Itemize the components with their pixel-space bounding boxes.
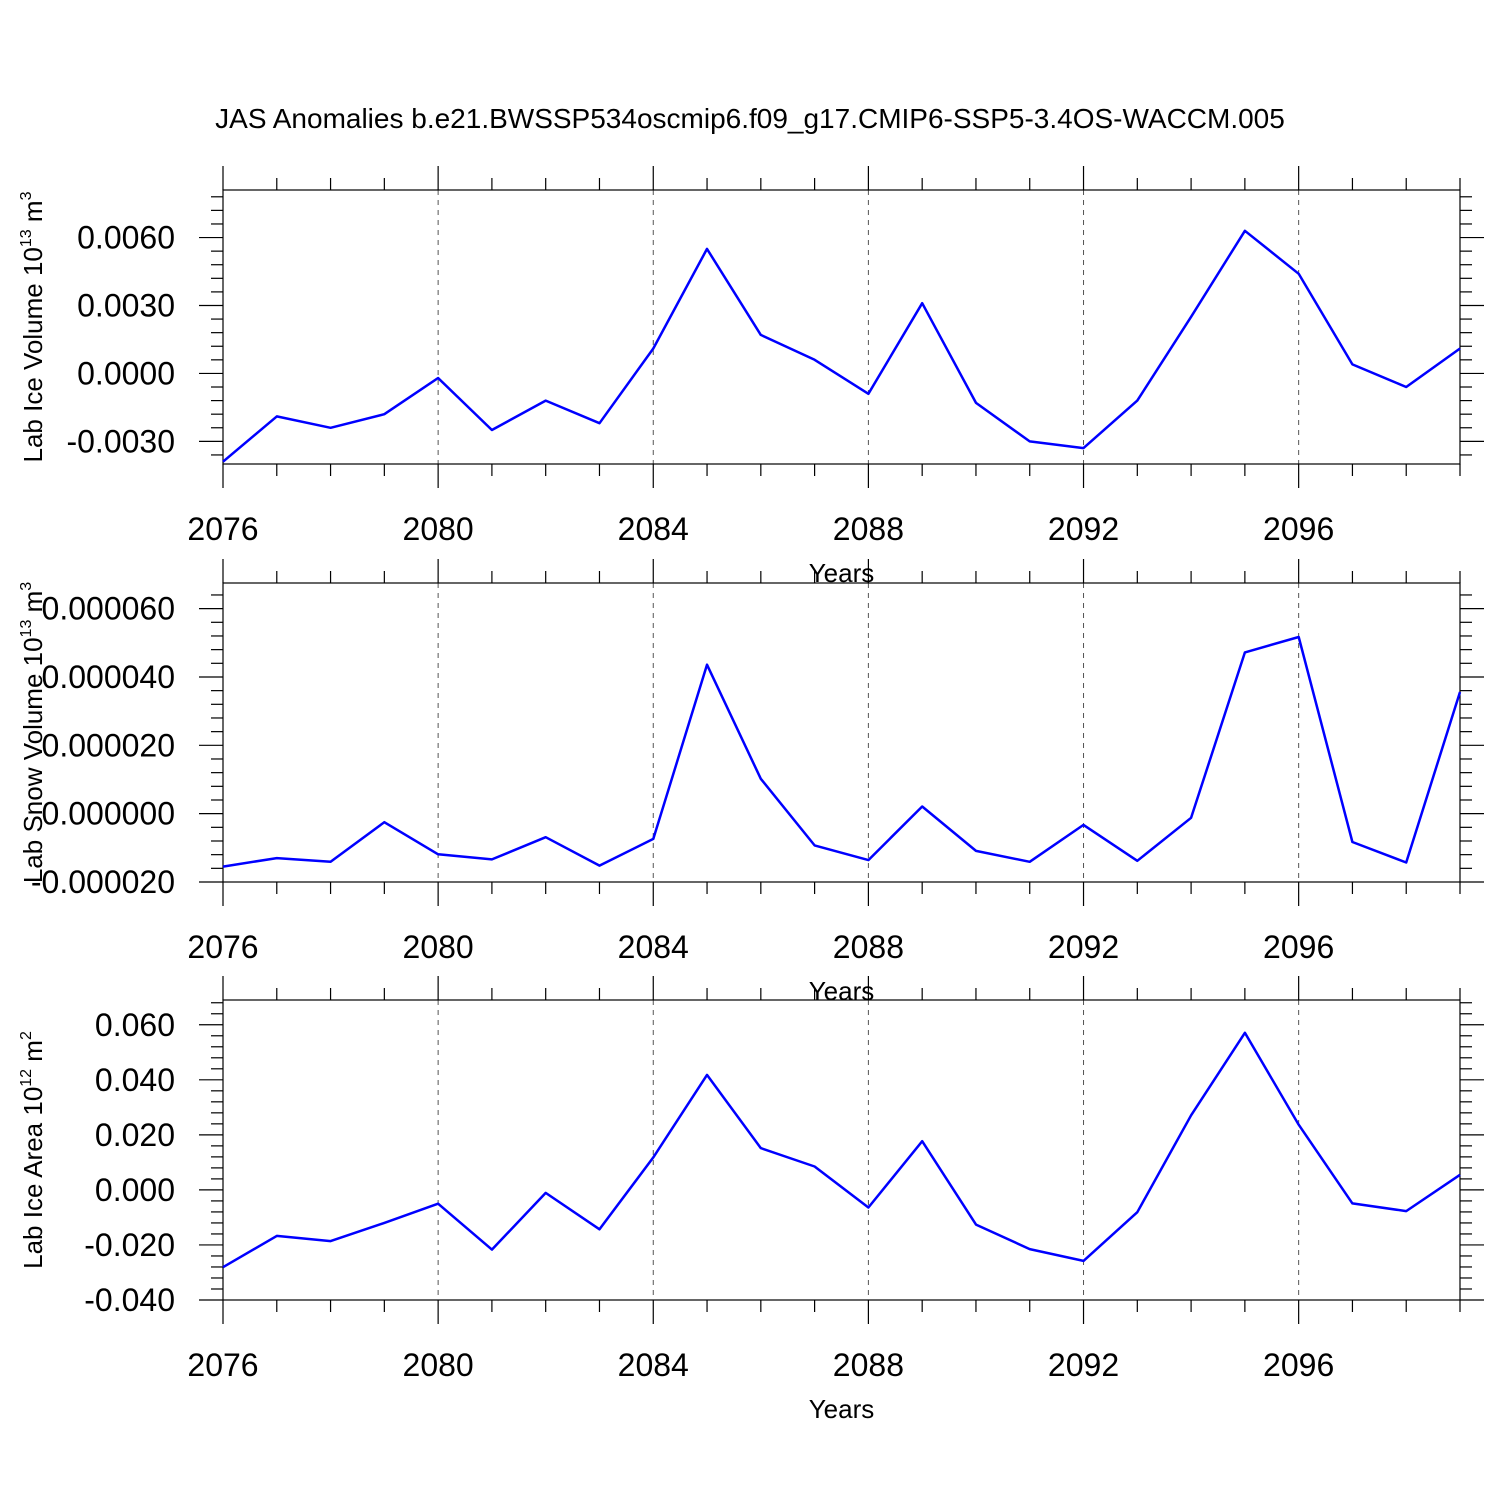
x-tick-label-2088: 2088 [833,929,904,965]
x-tick-label-2084: 2084 [618,511,689,547]
x-tick-label-2084: 2084 [618,1347,689,1383]
y-tick-label: -0.020 [84,1227,175,1263]
y-tick-label: 0.0060 [77,220,175,256]
x-tick-label-2096: 2096 [1263,511,1334,547]
y-tick-label: 0.0000 [77,355,175,391]
y-tick-label: 0.060 [95,1007,175,1043]
y-tick-label: 0.000060 [42,591,175,627]
plot-frame [222,999,1461,1301]
y-tick-label: -0.040 [84,1282,175,1318]
chart-title: JAS Anomalies b.e21.BWSSP534oscmip6.f09_… [215,103,1285,134]
y-tick-label: -0.0030 [66,423,175,459]
y-axis-title: Lab Snow Volume 1013 m3 [18,582,48,883]
x-tick-label-2080: 2080 [403,929,474,965]
series-line-panel-1 [222,229,1461,463]
y-tick-label: 0.000020 [42,727,175,763]
y-tick-label: 0.000 [95,1172,175,1208]
x-tick-label-2092: 2092 [1048,511,1119,547]
y-tick-label: -0.000020 [31,864,175,900]
y-tick-label: 0.020 [95,1117,175,1153]
series-line-panel-3 [222,1031,1461,1269]
x-tick-label-2084: 2084 [618,929,689,965]
y-tick-label: 0.000040 [42,659,175,695]
plot-frame [222,582,1461,883]
x-tick-label-2088: 2088 [833,511,904,547]
x-axis-title: Years [809,1394,875,1424]
x-tick-label-2080: 2080 [403,511,474,547]
plot-frame [222,189,1461,465]
x-axis-title: Years [809,976,875,1006]
x-tick-label-2088: 2088 [833,1347,904,1383]
y-tick-label: 0.040 [95,1062,175,1098]
y-tick-label: 0.0030 [77,287,175,323]
x-tick-label-2092: 2092 [1048,1347,1119,1383]
x-tick-label-2080: 2080 [403,1347,474,1383]
y-tick-label: 0.000000 [42,796,175,832]
x-tick-label-2076: 2076 [187,511,258,547]
y-axis-title: Lab Ice Area 1012 m2 [18,1031,48,1269]
x-tick-label-2096: 2096 [1263,1347,1334,1383]
y-axis-title: Lab Ice Volume 1013 m3 [18,191,48,462]
panel-3: 0.060 0.040 0.020 0.000 -0.020 -0.040 2076 2080… [18,976,1484,1424]
x-tick-label-2076: 2076 [187,1347,258,1383]
series-line-panel-2 [222,635,1462,868]
panels-layer: 0.0060 0.0030 0.0000 -0.0030 2076 2080 2084 208… [18,166,1484,1424]
x-tick-label-2092: 2092 [1048,929,1119,965]
panel-2: 0.000060 0.000040 0.000020 0.000000 -0.00002… [18,559,1484,1006]
panel-1: 0.0060 0.0030 0.0000 -0.0030 2076 2080 2084 208… [18,166,1484,588]
x-tick-label-2096: 2096 [1263,929,1334,965]
x-tick-label-2076: 2076 [187,929,258,965]
